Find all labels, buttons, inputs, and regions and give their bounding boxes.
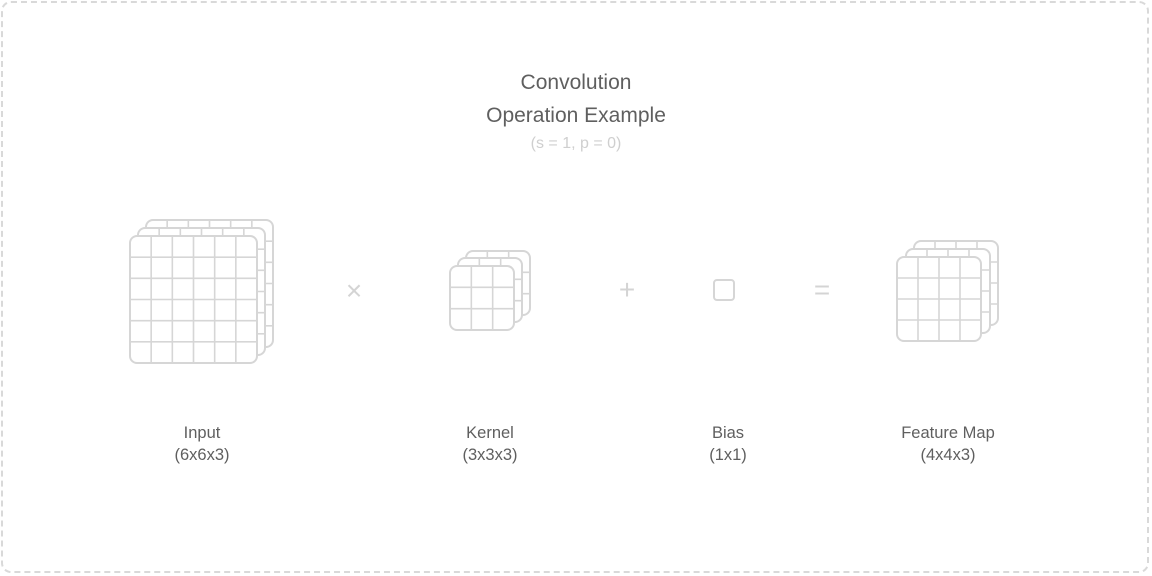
input-shape: (6x6x3): [174, 446, 230, 464]
plus-operator: +: [619, 274, 635, 305]
feature-map-layer-1: [896, 256, 982, 342]
kernel-layer-1: [449, 265, 515, 331]
input-tensor: [129, 219, 274, 364]
feature-map-shape: (4x4x3): [920, 446, 976, 464]
feature-map-name: Feature Map: [901, 424, 995, 442]
bias-shape: (1x1): [709, 446, 747, 464]
equals-operator: =: [814, 274, 830, 305]
diagram-title-line2: Operation Example: [486, 104, 666, 127]
kernel-layer-1-outline: [449, 265, 515, 331]
kernel-tensor: [449, 250, 531, 331]
bias-name: Bias: [711, 424, 745, 442]
input-label: Input (6x6x3): [102, 422, 302, 466]
bias-label: Bias (1x1): [628, 422, 828, 466]
diagram-subtitle: (s = 1, p = 0): [530, 135, 622, 152]
multiply-operator: ×: [346, 275, 362, 306]
kernel-name: Kernel: [466, 424, 514, 442]
diagram-title-line1: Convolution: [520, 71, 632, 94]
feature-map-label: Feature Map (4x4x3): [848, 422, 1048, 466]
kernel-shape: (3x3x3): [462, 446, 518, 464]
bias-tensor: [713, 279, 735, 301]
input-layer-1: [129, 235, 258, 364]
kernel-label: Kernel (3x3x3): [390, 422, 590, 466]
feature-map-tensor: [896, 240, 999, 342]
bias-cell: [713, 279, 735, 301]
input-name: Input: [183, 424, 221, 442]
